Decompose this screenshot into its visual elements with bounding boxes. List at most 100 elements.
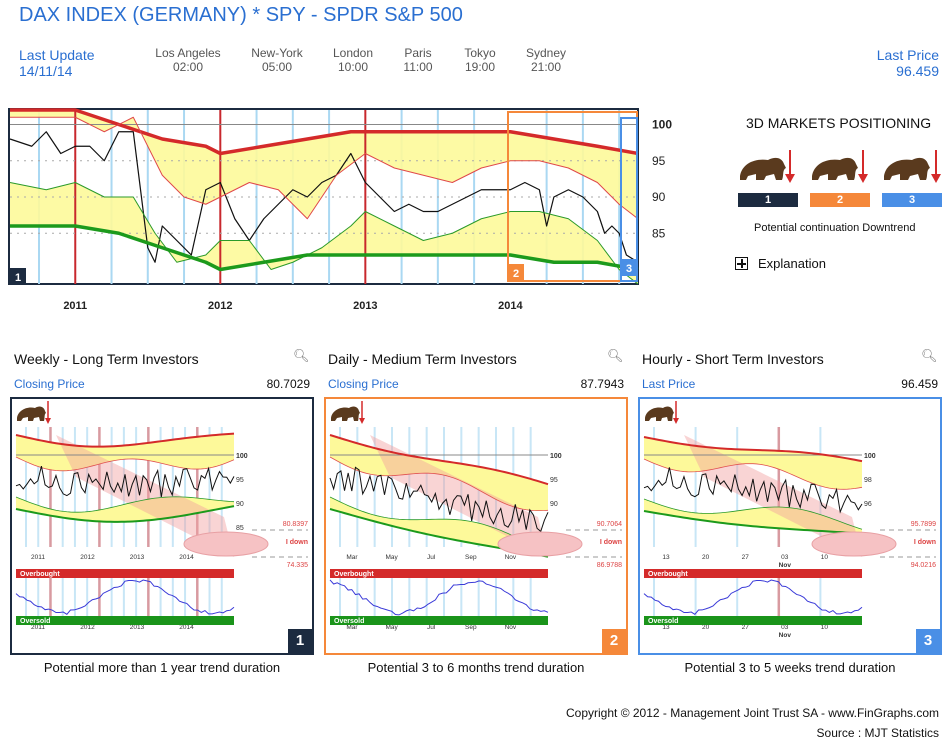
x-tick-label: 2012 <box>80 554 95 561</box>
osc-x-tick-label: 2014 <box>179 624 194 631</box>
oscillator-line <box>15 579 235 616</box>
osc-x-tick-label: 13 <box>662 624 670 631</box>
y-tick-label: 90 <box>550 501 558 508</box>
positioning-icons <box>740 150 941 183</box>
lower-band-fill <box>10 182 638 284</box>
city-clock-tokyo: Tokyo 19:00 <box>464 46 496 74</box>
x-tick-label: Mar <box>346 554 358 561</box>
target-high: 95.7899 <box>911 521 936 528</box>
weekly-duration: Potential more than 1 year trend duratio… <box>43 660 281 675</box>
upper-inner-line <box>10 116 639 220</box>
daily-badge-marker <box>508 264 524 281</box>
x-tick-label: 2013 <box>130 554 145 561</box>
y-tick-label: 85 <box>236 525 244 532</box>
lower-inner-line <box>643 498 863 530</box>
osc-x-tick-label: 03 <box>781 624 789 631</box>
last-price-value: 96.459 <box>896 63 939 79</box>
daily-chart: 100 95 90 90.7064 I down 86.9788 Mar Mar May May J… <box>329 401 622 631</box>
weekly-chart-frame[interactable]: 100 95 90 85 80.8397 I down 74.335 2011 2011 2012… <box>10 397 314 655</box>
y-tick-label: 100 <box>652 118 672 132</box>
main-chart[interactable]: 1 2 3 2011 2012 2013 2014 100 95 90 85 <box>8 108 678 318</box>
bear-icon-2 <box>812 157 858 180</box>
expand-plus-icon[interactable] <box>735 257 748 270</box>
bear-icon <box>331 406 360 421</box>
x-tick-label: May <box>385 554 398 561</box>
page-title: DAX INDEX (GERMANY) * SPY - SPDR S&P 500 <box>19 4 463 26</box>
weekly-panel-title: Weekly - Long Term Investors <box>14 351 199 367</box>
lower-band-line <box>15 505 235 523</box>
city-clock-paris: Paris 11:00 <box>403 46 433 74</box>
down-arrow-icon-3 <box>931 150 941 183</box>
weekly-price-label: Closing Price <box>14 377 85 391</box>
bear-icon <box>645 406 674 421</box>
x-tick-label: Jul <box>427 554 436 561</box>
upper-band-fill <box>330 435 548 511</box>
hourly-chart-frame[interactable]: 100 98 96 95.7899 I down 94.0216 13 13 20 20 27 27 0… <box>638 397 942 655</box>
osc-x-tick-label: 2012 <box>80 624 95 631</box>
upper-band-fill <box>16 433 234 471</box>
positioning-badge-1: 1 <box>738 193 798 207</box>
oscillator-line <box>643 579 863 616</box>
x-tick-label: 2014 <box>179 554 194 561</box>
last-price-label: Last Price <box>876 47 939 63</box>
daily-panel-title: Daily - Medium Term Investors <box>328 351 517 367</box>
osc-x-tick-label: 2013 <box>130 624 145 631</box>
lower-band-fill <box>330 497 548 557</box>
copyright-text: Copyright © 2012 - Management Joint Trus… <box>566 706 939 720</box>
osc-x-tick-label: May <box>385 624 398 631</box>
lower-inner-line <box>15 496 235 513</box>
hourly-panel-title: Hourly - Short Term Investors <box>642 351 824 367</box>
y-tick-label: 100 <box>236 453 248 460</box>
osc-x-tick-label: Sep <box>465 624 477 631</box>
osc-x-tick-label: Nov <box>505 624 517 631</box>
y-tick-label: 95 <box>652 154 666 168</box>
weekly-badge-marker <box>10 268 26 284</box>
oscillator-line <box>329 579 549 616</box>
overbought-zone <box>330 569 548 578</box>
oversold-zone <box>16 616 234 625</box>
upper-inner-line <box>643 458 863 490</box>
daily-duration: Potential 3 to 6 months trend duration <box>367 660 585 675</box>
upper-band-line <box>329 434 549 486</box>
oversold-label: Oversold <box>334 618 364 625</box>
osc-x-sublabel: Nov <box>779 632 792 639</box>
target-zone <box>811 531 897 557</box>
lower-band-fill <box>644 499 862 534</box>
zoom-in-icon[interactable]: 🔍︎ <box>293 348 310 363</box>
osc-x-tick-label: 20 <box>702 624 710 631</box>
down-arrow-icon-2 <box>858 150 868 183</box>
hourly-price-value: 96.459 <box>901 377 938 391</box>
zoom-in-icon[interactable]: 🔍︎ <box>607 348 624 363</box>
target-zone <box>497 531 583 557</box>
lower-band-line <box>643 510 863 535</box>
osc-x-tick-label: 10 <box>821 624 829 631</box>
upper-inner-line <box>329 456 549 512</box>
x-tick-label: 2011 <box>63 300 87 312</box>
source-text: Source : MJT Statistics <box>816 726 939 740</box>
target-low: 94.0216 <box>911 562 936 569</box>
overbought-zone <box>16 569 234 578</box>
y-tick-label: 98 <box>864 477 872 484</box>
zoom-in-icon[interactable]: 🔍︎ <box>921 348 938 363</box>
osc-x-tick-label: 2011 <box>31 624 45 631</box>
daily-chart-frame[interactable]: 100 95 90 90.7064 I down 86.9788 Mar Mar May May J… <box>324 397 628 655</box>
target-label: I down <box>286 539 308 546</box>
oversold-label: Oversold <box>648 618 678 625</box>
overbought-zone <box>644 569 862 578</box>
target-high: 90.7064 <box>597 521 622 528</box>
upper-inner-line <box>15 456 235 472</box>
oversold-zone <box>330 616 548 625</box>
y-tick-label: 100 <box>550 453 562 460</box>
overbought-label: Overbought <box>648 571 688 578</box>
hourly-duration: Potential 3 to 5 weeks trend duration <box>684 660 896 675</box>
positioning-badge-2: 2 <box>810 193 870 207</box>
weekly-badge: 1 <box>288 629 312 653</box>
bear-icon <box>17 406 46 421</box>
x-tick-label: 2011 <box>31 554 45 561</box>
target-label: I down <box>914 539 936 546</box>
explanation-toggle[interactable]: Explanation <box>735 256 826 271</box>
oversold-zone <box>644 616 862 625</box>
weekly-badge-label: 1 <box>15 272 21 284</box>
last-update-value: 14/11/14 <box>19 63 73 79</box>
osc-x-tick-label: 27 <box>742 624 750 631</box>
